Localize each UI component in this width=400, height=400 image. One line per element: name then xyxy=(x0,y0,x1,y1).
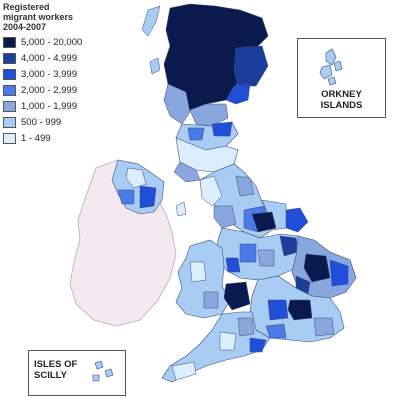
ni-district xyxy=(139,185,157,209)
midlands-district xyxy=(257,249,275,267)
dumfries-region xyxy=(173,161,201,183)
wales-district xyxy=(203,291,219,309)
ni-district xyxy=(117,189,135,205)
legend-item: 4,000 - 4,999 xyxy=(3,51,143,65)
midlands-district-dark xyxy=(251,211,277,233)
legend-label: 2,000 - 2,999 xyxy=(21,84,77,96)
aberdeenshire-region xyxy=(233,45,269,87)
legend-label: 1,000 - 1,999 xyxy=(21,100,77,112)
legend-item: 2,000 - 2,999 xyxy=(3,83,143,97)
orkney-label: ORKNEY ISLANDS xyxy=(298,89,385,111)
wales-district xyxy=(189,261,207,283)
legend-title: Registered migrant workers 2004-2007 xyxy=(3,2,143,32)
legend-label: 5,000 - 20,000 xyxy=(21,36,83,48)
south-east-district xyxy=(313,317,335,337)
orkney-inset: ORKNEY ISLANDS xyxy=(297,38,386,118)
map-legend: Registered migrant workers 2004-2007 5,0… xyxy=(3,2,143,145)
legend-label: 3,000 - 3,999 xyxy=(21,68,77,80)
aberdeen-city xyxy=(225,83,251,105)
northeast-district xyxy=(235,175,255,197)
scilly-label: ISLES OF SCILLY xyxy=(34,359,77,381)
south-east-district xyxy=(267,299,289,321)
hull-district xyxy=(285,207,309,233)
orkney-islands-map xyxy=(319,48,343,86)
midlands-district xyxy=(225,257,241,273)
perth-region xyxy=(189,103,229,127)
legend-title-line: 2004-2007 xyxy=(3,22,47,32)
south-west-district xyxy=(219,331,237,351)
legend-item: 1,000 - 1,999 xyxy=(3,99,143,113)
legend-item: 1 - 499 xyxy=(3,131,143,145)
orkney-label-line: ORKNEY xyxy=(321,89,362,100)
glasgow-area xyxy=(187,127,205,141)
cornwall-district xyxy=(171,361,197,381)
legend-label: 500 - 999 xyxy=(21,116,62,128)
outer-hebrides-island xyxy=(141,5,161,37)
wales-district-dark xyxy=(223,281,251,311)
london-area xyxy=(287,299,313,321)
lancashire-district xyxy=(213,205,237,229)
hebrides-island xyxy=(149,57,161,75)
legend-label: 4,000 - 4,999 xyxy=(21,52,77,64)
east-yorkshire-region xyxy=(261,199,287,231)
legend-swatch xyxy=(3,68,16,80)
cumbria-region xyxy=(199,175,223,207)
isle-of-man-island xyxy=(175,201,187,217)
south-west-district xyxy=(237,317,255,337)
scilly-islands-map xyxy=(92,360,114,382)
legend-title-line: Registered xyxy=(3,2,50,12)
scilly-label-line: ISLES OF xyxy=(34,359,78,370)
scilly-label-line: SCILLY xyxy=(34,370,67,381)
legend-title-line: migrant workers xyxy=(3,12,74,22)
legend-swatch xyxy=(3,116,16,128)
south-east-district xyxy=(265,323,287,339)
east-district-dark xyxy=(303,253,331,283)
legend-swatch xyxy=(3,36,16,48)
legend-item: 500 - 999 xyxy=(3,115,143,129)
legend-swatch xyxy=(3,100,16,112)
legend-swatch xyxy=(3,52,16,64)
east-district xyxy=(329,259,349,287)
legend-swatch xyxy=(3,132,16,144)
legend-swatch xyxy=(3,84,16,96)
legend-label: 1 - 499 xyxy=(21,132,51,144)
legend-item: 5,000 - 20,000 xyxy=(3,35,143,49)
legend-item: 3,000 - 3,999 xyxy=(3,67,143,81)
scilly-inset: ISLES OF SCILLY xyxy=(28,350,126,396)
edinburgh-area xyxy=(211,121,233,137)
orkney-label-line: ISLANDS xyxy=(320,100,363,111)
midlands-district xyxy=(239,243,257,263)
south-west-district xyxy=(249,337,267,353)
